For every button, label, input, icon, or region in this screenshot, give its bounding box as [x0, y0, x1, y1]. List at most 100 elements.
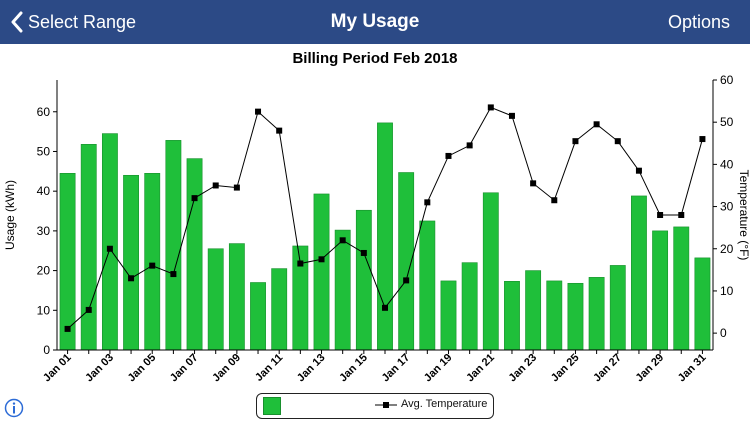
usage-chart-svg: Billing Period Feb 2018 0 10 20 30 40 50 60 0 10 2…: [3, 50, 750, 385]
temperature-point: [551, 197, 558, 204]
usage-bar: [631, 195, 647, 351]
legend-temperature-marker: [375, 402, 397, 408]
x-tick-label: Jan 09: [210, 352, 243, 385]
temperature-point: [445, 152, 452, 159]
x-tick-label: Jan 17: [380, 352, 413, 385]
usage-bar: [334, 229, 351, 351]
usage-bar: [271, 268, 288, 351]
temperature-point: [614, 138, 621, 145]
x-tick-label: Jan 25: [549, 352, 582, 385]
usage-bar: [101, 133, 118, 351]
y-tick-label-right: 40: [720, 157, 734, 171]
temperature-point: [339, 237, 346, 244]
temperature-point: [170, 271, 177, 278]
temperature-point: [255, 108, 262, 115]
y-tick-label-left: 40: [37, 184, 51, 198]
legend-temperature-label: Avg. Temperature: [401, 398, 488, 410]
temperature-point: [212, 182, 219, 189]
x-tick-label: Jan 15: [337, 352, 370, 385]
temperature-point: [635, 167, 642, 174]
x-tick-label: Jan 13: [295, 352, 328, 385]
temperature-point: [149, 262, 156, 269]
y-tick-label-right: 60: [720, 73, 734, 87]
usage-bar: [525, 270, 542, 351]
usage-bar: [419, 220, 436, 351]
usage-bar: [80, 144, 97, 351]
chart-title: Billing Period Feb 2018: [292, 50, 457, 67]
temperature-point: [128, 275, 135, 282]
y-tick-label-left: 50: [37, 144, 51, 158]
temperature-point: [487, 104, 494, 111]
options-button[interactable]: Options: [667, 12, 730, 32]
usage-bar: [482, 192, 499, 351]
temperature-point: [233, 184, 240, 191]
temperature-point: [85, 306, 92, 313]
temperature-point: [360, 249, 367, 256]
x-tick-label: Jan 03: [83, 352, 116, 385]
usage-bar: [673, 226, 690, 351]
x-tick-label: Jan 21: [464, 352, 497, 385]
temperature-point: [508, 112, 515, 119]
usage-bar: [313, 193, 330, 351]
y-tick-label-right: 20: [720, 242, 734, 256]
y-tick-label-left: 10: [37, 303, 51, 317]
usage-bar: [165, 140, 182, 351]
y-axis-label-left: Usage (kWh): [3, 180, 17, 250]
chart-legend: Avg. Temperature: [256, 393, 494, 419]
navigation-bar: Select Range My Usage Options: [0, 0, 750, 44]
usage-bar: [588, 277, 605, 351]
usage-bar: [250, 282, 266, 351]
y-tick-label-right: 10: [720, 284, 734, 298]
usage-bar: [652, 230, 669, 351]
x-tick-label: Jan 23: [507, 352, 540, 385]
usage-bar: [694, 257, 711, 351]
y-tick-label-left: 60: [37, 105, 51, 119]
usage-bar: [123, 174, 139, 351]
x-tick-label: Jan 07: [168, 352, 201, 385]
chevron-left-icon: [11, 11, 23, 33]
temperature-point: [424, 199, 431, 206]
x-tick-label: Jan 27: [591, 352, 624, 385]
x-tick-label: Jan 11: [253, 352, 285, 384]
usage-bar: [144, 173, 161, 351]
temperature-point: [657, 212, 664, 218]
temperature-point: [297, 260, 304, 267]
usage-bar: [228, 243, 245, 351]
temperature-point: [699, 136, 706, 143]
temperature-point: [530, 180, 537, 187]
x-tick-label: Jan 05: [126, 352, 159, 385]
x-tick-label: Jan 31: [676, 352, 709, 385]
select-range-button[interactable]: Select Range: [10, 0, 136, 44]
usage-bar: [461, 262, 478, 351]
temperature-point: [191, 195, 198, 202]
y-tick-label-right: 0: [720, 326, 727, 340]
legend-usage-swatch: [263, 397, 281, 415]
usage-bar: [504, 281, 520, 351]
usage-bar: [546, 280, 563, 351]
usage-bar: [355, 209, 372, 351]
y-tick-label-left: 0: [43, 343, 50, 357]
temperature-point: [106, 245, 113, 252]
temperature-point: [276, 127, 283, 134]
usage-bar: [609, 265, 626, 351]
temperature-point: [593, 121, 600, 128]
y-tick-label-right: 50: [720, 115, 734, 129]
temperature-point: [382, 304, 388, 311]
info-icon[interactable]: [4, 398, 24, 418]
y-tick-label-right: 30: [720, 200, 734, 214]
y-tick-label-left: 30: [37, 224, 51, 238]
temperature-point: [678, 212, 685, 218]
temperature-point: [64, 325, 71, 332]
usage-bar: [186, 158, 203, 351]
usage-bar: [377, 122, 393, 351]
x-tick-label: Jan 29: [634, 352, 667, 385]
temperature-point: [403, 277, 410, 284]
y-tick-label-left: 20: [37, 264, 51, 278]
y-axis-label-right: Temperature (°F): [737, 170, 750, 261]
temperature-point: [466, 142, 473, 149]
temperature-point: [318, 256, 325, 263]
usage-chart: Billing Period Feb 2018 0 10 20 30 40 50 60 0 10 2…: [0, 44, 750, 422]
select-range-label: Select Range: [28, 11, 137, 32]
temperature-point: [572, 138, 579, 145]
usage-bar: [440, 280, 457, 351]
